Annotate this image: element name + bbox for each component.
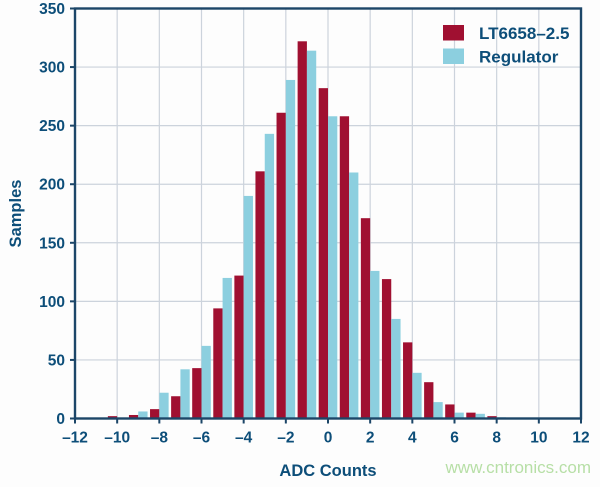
y-tick-label: 250: [39, 118, 65, 135]
x-tick-label: 6: [450, 430, 459, 447]
bar-regulator: [243, 195, 253, 419]
y-tick-label: 50: [48, 352, 65, 369]
x-axis-title: ADC Counts: [279, 462, 376, 480]
y-tick-label: 100: [39, 294, 65, 311]
legend-swatch-regulator: [443, 48, 464, 64]
x-tick-label: 0: [324, 430, 333, 447]
bar-regulator: [264, 133, 275, 419]
y-tick-label: 200: [39, 177, 65, 194]
bar-regulator: [201, 345, 211, 419]
bar-regulator: [306, 50, 317, 419]
bar-lt6658: [255, 171, 265, 419]
bar-regulator: [222, 277, 232, 419]
x-tick-label: –12: [62, 430, 88, 447]
y-axis-title: Samples: [7, 180, 25, 248]
bar-lt6658: [466, 412, 476, 419]
legend-label-regulator: Regulator: [479, 48, 559, 67]
bar-lt6658: [339, 116, 350, 419]
bar-lt6658: [128, 414, 139, 419]
bar-regulator: [285, 79, 296, 419]
bar-lt6658: [360, 218, 371, 419]
bar-regulator: [475, 413, 485, 419]
x-tick-label: –8: [151, 430, 169, 447]
y-tick-label: 350: [39, 1, 65, 18]
bar-regulator: [328, 116, 338, 419]
bar-regulator: [180, 369, 190, 419]
bar-lt6658: [424, 382, 434, 419]
x-tick-label: –6: [193, 430, 211, 447]
bar-lt6658: [171, 396, 181, 419]
bar-lt6658: [381, 279, 392, 419]
bar-regulator: [370, 270, 380, 419]
bar-lt6658: [445, 404, 455, 419]
bar-regulator: [391, 318, 401, 419]
bar-regulator: [349, 172, 359, 419]
bar-regulator: [138, 411, 148, 419]
bar-lt6658: [318, 88, 328, 419]
bar-lt6658: [403, 342, 413, 419]
bar-lt6658: [234, 275, 244, 419]
bar-lt6658: [276, 112, 286, 419]
bar-regulator: [433, 402, 443, 419]
bar-regulator: [454, 412, 464, 419]
x-tick-label: 12: [572, 430, 589, 447]
y-tick-label: 150: [39, 235, 65, 252]
x-tick-label: 8: [492, 430, 501, 447]
y-tick-label: 300: [39, 60, 65, 77]
bar-lt6658: [192, 368, 202, 419]
bar-regulator: [159, 392, 169, 419]
bar-lt6658: [213, 308, 223, 419]
bar-lt6658: [150, 409, 160, 419]
bar-regulator: [412, 372, 422, 419]
y-tick-label: 0: [56, 411, 65, 428]
legend-label-lt6658: LT6658–2.5: [479, 24, 569, 43]
x-tick-label: –4: [235, 430, 253, 447]
legend-swatch-lt6658: [443, 25, 464, 41]
x-tick-label: 4: [408, 430, 417, 447]
bar-lt6658: [297, 41, 307, 419]
x-tick-label: –10: [104, 430, 130, 447]
x-tick-label: 10: [530, 430, 547, 447]
x-tick-label: –2: [277, 430, 294, 447]
watermark-text: www.cntronics.com: [445, 458, 591, 477]
x-tick-label: 2: [366, 430, 375, 447]
